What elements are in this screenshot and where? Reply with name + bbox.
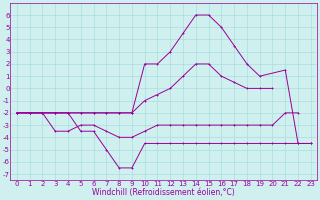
X-axis label: Windchill (Refroidissement éolien,°C): Windchill (Refroidissement éolien,°C) <box>92 188 235 197</box>
